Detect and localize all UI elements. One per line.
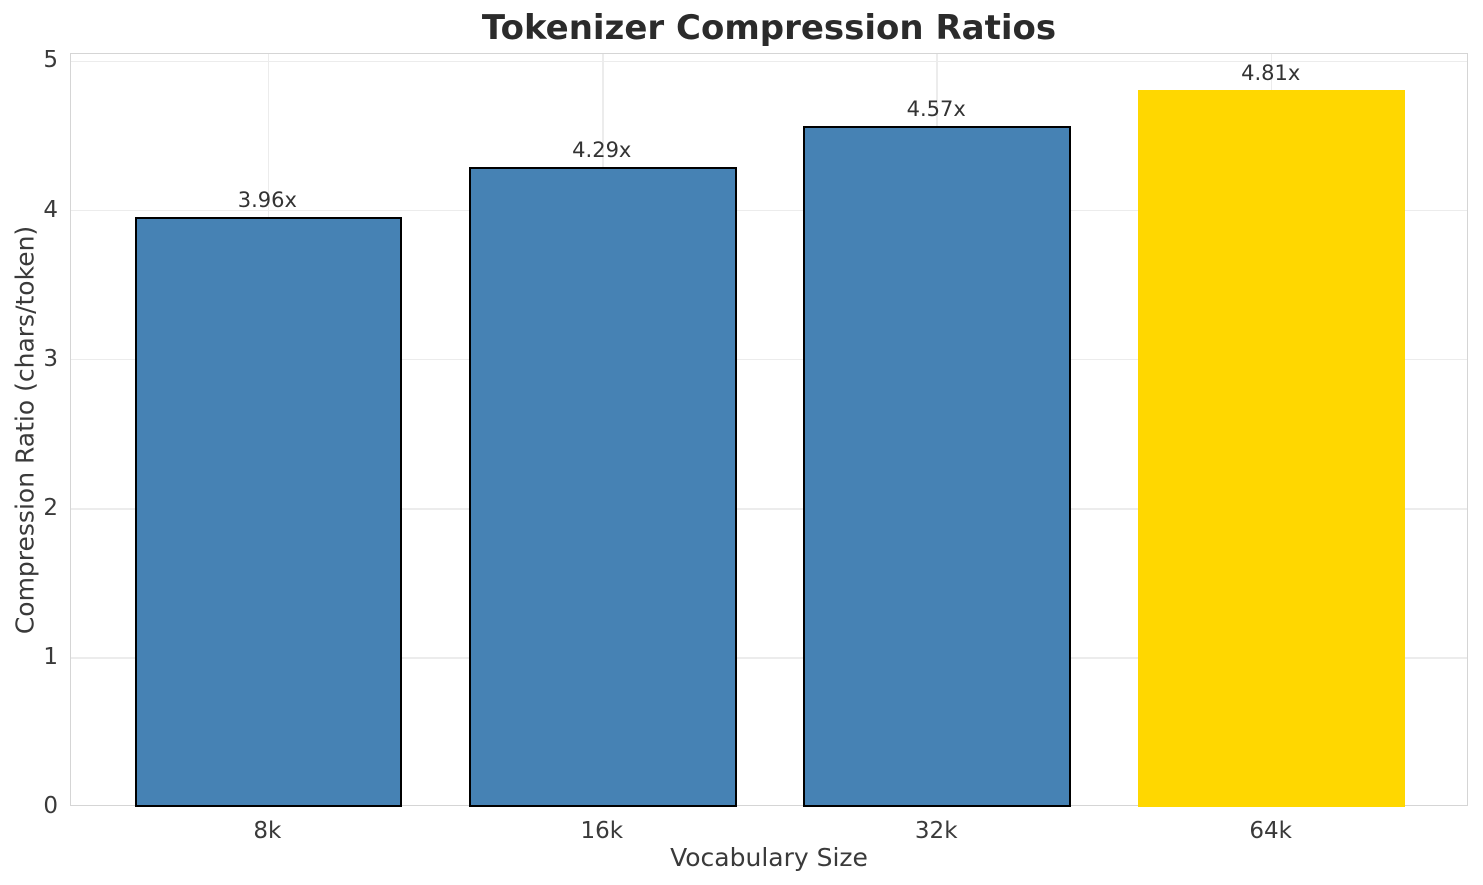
bar-value-label-64k: 4.81x [1241,60,1301,85]
y-tick-label-4: 4 [43,196,58,223]
y-tick-label-1: 1 [43,643,58,670]
x-tick-label-8k: 8k [253,818,282,844]
h-gridline-3 [71,358,1467,361]
bar-value-label-32k: 4.57x [906,96,966,121]
bar-64k [1137,89,1406,807]
y-tick-label-0: 0 [43,793,58,819]
chart-title: Tokenizer Compression Ratios [481,8,1057,48]
h-gridline-1 [71,657,1467,659]
y-axis-label: Compression Ratio (chars/token) [10,225,40,635]
h-gridline-5 [71,60,1467,63]
x-tick-label-32k: 32k [914,818,958,844]
x-tick-label-64k: 64k [1249,818,1292,844]
h-gridline-2 [71,507,1467,510]
bar-value-label-8k: 3.96x [237,187,297,212]
x-tick-label-16k: 16k [580,818,624,844]
y-tick-label-3: 3 [43,345,58,372]
y-tick-label-5: 5 [43,47,58,74]
bar-8k [134,216,403,807]
bar-32k [803,125,1071,807]
plot-area [70,53,1468,807]
y-tick-label-2: 2 [43,494,58,521]
bar-value-label-16k: 4.29x [572,138,632,163]
x-axis-label: Vocabulary Size [670,843,868,872]
bar-16k [468,167,737,807]
h-gridline-4 [71,209,1467,212]
